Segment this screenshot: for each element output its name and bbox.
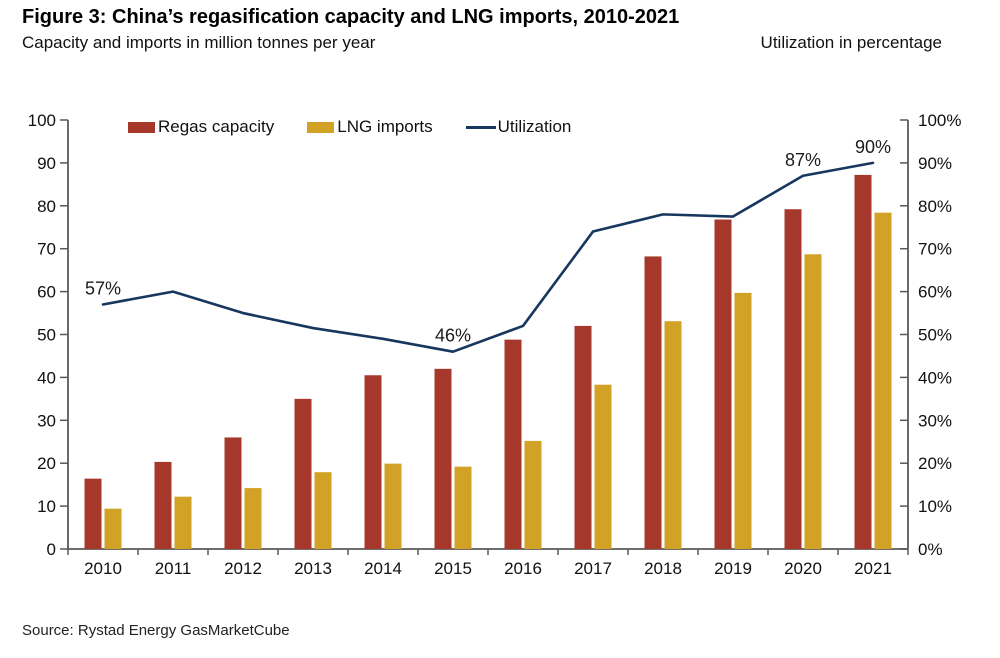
x-axis-category-label: 2021 bbox=[854, 559, 892, 578]
left-axis-tick-label: 50 bbox=[37, 326, 56, 345]
regas-capacity-bar-2021 bbox=[854, 174, 872, 550]
regas-capacity-bar-2018 bbox=[644, 256, 662, 549]
regas-capacity-bar-2016 bbox=[504, 339, 522, 549]
regas-capacity-bar-2012 bbox=[224, 437, 242, 549]
right-axis-tick-label: 40% bbox=[918, 368, 952, 387]
right-axis-tick-label: 80% bbox=[918, 197, 952, 216]
lng-imports-bar-2020 bbox=[804, 254, 822, 550]
chart-area: 0 10 20 30 40 50 60 70 80 90 100 0% 10% 20% 30% 40% 50% 6… bbox=[0, 95, 1000, 610]
legend-item-regas-capacity: Regas capacity bbox=[128, 117, 274, 137]
annotation-2020: 87% bbox=[785, 150, 821, 170]
right-axis-caption: Utilization in percentage bbox=[760, 33, 942, 52]
regas-capacity-bar-2019 bbox=[714, 219, 732, 549]
utilization-line-swatch-icon bbox=[465, 125, 496, 129]
right-axis-tick-label: 70% bbox=[918, 240, 952, 259]
left-axis-caption: Capacity and imports in million tonnes p… bbox=[22, 33, 376, 52]
lng-imports-bar-2019 bbox=[734, 292, 752, 549]
legend-label-utilization: Utilization bbox=[497, 117, 572, 136]
left-axis-tick-label: 0 bbox=[47, 540, 56, 559]
regas-capacity-bar-2014 bbox=[364, 375, 382, 549]
left-axis-tick-label: 10 bbox=[37, 497, 56, 516]
lng-imports-bar-2017 bbox=[594, 384, 612, 549]
x-axis-category-label: 2017 bbox=[574, 559, 612, 578]
lng-imports-bar-2015 bbox=[454, 466, 472, 549]
regas-capacity-bar-2020 bbox=[784, 209, 802, 549]
lng-imports-bar-2011 bbox=[174, 496, 192, 549]
annotation-2010: 57% bbox=[85, 278, 121, 298]
left-axis-tick-label: 20 bbox=[37, 454, 56, 473]
lng-imports-bar-2014 bbox=[384, 463, 402, 549]
regas-capacity-bar-2015 bbox=[434, 368, 452, 549]
annotation-2015: 46% bbox=[435, 326, 471, 346]
right-axis-tick-label: 60% bbox=[918, 283, 952, 302]
x-axis-category-label: 2010 bbox=[84, 559, 122, 578]
left-axis-tick-label: 90 bbox=[37, 154, 56, 173]
regas-capacity-bar-2011 bbox=[154, 461, 172, 549]
lng-imports-bar-2021 bbox=[874, 212, 892, 549]
left-axis-tick-label: 70 bbox=[37, 240, 56, 259]
legend-item-utilization: Utilization bbox=[465, 117, 572, 137]
x-axis-category-label: 2013 bbox=[294, 559, 332, 578]
lng-imports-bar-2018 bbox=[664, 321, 682, 549]
x-axis-category-label: 2016 bbox=[504, 559, 542, 578]
x-axis-category-label: 2014 bbox=[364, 559, 402, 578]
lng-imports-bar-2016 bbox=[524, 440, 542, 549]
left-axis-tick-label: 80 bbox=[37, 197, 56, 216]
right-axis-tick-label: 20% bbox=[918, 454, 952, 473]
right-axis-tick-label: 0% bbox=[918, 540, 943, 559]
right-axis-tick-label: 100% bbox=[918, 111, 961, 130]
lng-imports-bar-2010 bbox=[104, 508, 122, 549]
regas-capacity-bar-2010 bbox=[84, 478, 102, 549]
right-axis-tick-label: 50% bbox=[918, 326, 952, 345]
x-axis-category-label: 2012 bbox=[224, 559, 262, 578]
legend: Regas capacity LNG imports Utilization bbox=[128, 117, 571, 137]
source-note: Source: Rystad Energy GasMarketCube bbox=[22, 622, 290, 639]
legend-item-lng-imports: LNG imports bbox=[307, 117, 433, 137]
left-axis-tick-label: 100 bbox=[28, 111, 56, 130]
x-axis-category-label: 2018 bbox=[644, 559, 682, 578]
regas-capacity-bar-2017 bbox=[574, 325, 592, 549]
left-axis-tick-label: 60 bbox=[37, 283, 56, 302]
annotation-2021: 90% bbox=[855, 137, 891, 157]
regas-capacity-bar-2013 bbox=[294, 398, 312, 549]
right-axis-tick-label: 90% bbox=[918, 154, 952, 173]
legend-label-regas-capacity: Regas capacity bbox=[158, 117, 275, 136]
x-axis-category-label: 2019 bbox=[714, 559, 752, 578]
utilization-line bbox=[101, 161, 875, 353]
lng-imports-swatch-icon bbox=[307, 121, 335, 133]
x-axis-category-label: 2020 bbox=[784, 559, 822, 578]
x-axis-category-label: 2011 bbox=[155, 559, 192, 578]
right-axis-tick-label: 30% bbox=[918, 411, 952, 430]
lng-imports-bar-2012 bbox=[244, 488, 262, 549]
x-axis-category-label: 2015 bbox=[434, 559, 472, 578]
left-axis-tick-label: 30 bbox=[37, 411, 56, 430]
right-axis-tick-label: 10% bbox=[918, 497, 952, 516]
left-axis-tick-label: 40 bbox=[37, 368, 56, 387]
regas-capacity-swatch-icon bbox=[128, 121, 155, 133]
figure-title: Figure 3: China’s regasification capacit… bbox=[22, 6, 680, 28]
legend-label-lng-imports: LNG imports bbox=[337, 117, 433, 136]
lng-imports-bar-2013 bbox=[314, 472, 332, 549]
combo-chart: 0 10 20 30 40 50 60 70 80 90 100 0% 10% 20% 30% 40% 50% 6… bbox=[28, 111, 962, 578]
